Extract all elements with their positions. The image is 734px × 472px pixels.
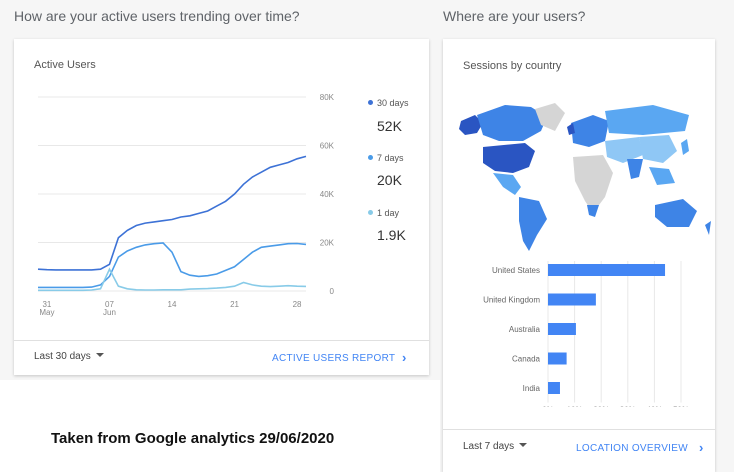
category-label: United States (492, 266, 540, 275)
bar (548, 264, 666, 276)
map-region-greenland (535, 103, 565, 131)
map-region-south-africa (587, 205, 599, 217)
date-range-dropdown[interactable]: Last 7 days (463, 441, 528, 452)
chevron-right-icon[interactable]: › (699, 440, 704, 455)
caret-down-icon (519, 443, 528, 447)
map-region-mexico (493, 173, 521, 195)
date-range-dropdown[interactable]: Last 30 days (34, 351, 104, 362)
sessions-by-country-card: Sessions by country (443, 39, 715, 472)
world-map (459, 103, 711, 251)
map-region-china (639, 135, 677, 163)
map-region-uk (567, 123, 575, 135)
legend-dot-7-days (368, 155, 373, 160)
caret-down-icon (95, 353, 104, 357)
category-label: United Kingdom (483, 296, 540, 305)
x-tick-label: 21 (230, 300, 239, 309)
active-users-section-title: How are your active users trending over … (14, 8, 300, 24)
map-region-canada (477, 105, 547, 141)
legend-label-30-days: 30 days (377, 98, 409, 108)
x-tick-label: 30% (620, 406, 636, 408)
card-divider (443, 429, 715, 430)
bar (548, 323, 576, 335)
map-region-usa (483, 143, 535, 173)
category-label: Australia (509, 325, 541, 334)
map-region-europe (571, 115, 609, 147)
bar (548, 293, 596, 306)
map-region-south-america (519, 197, 547, 251)
y-tick-label: 60K (320, 142, 335, 151)
legend-30-days: 30 days (368, 98, 409, 108)
x-tick-label: 28 (293, 300, 302, 309)
category-label: India (523, 384, 541, 393)
legend-value-7-days: 20K (377, 172, 402, 188)
x-tick-label: 20% (593, 406, 609, 408)
series-line-30-days (37, 155, 307, 271)
map-region-india (627, 159, 643, 179)
y-tick-label: 40K (320, 190, 335, 199)
legend-dot-1-day (368, 210, 373, 215)
active-users-card: Active Users 0 20K 40K 60K 80K 31 May 07 Jun 14 21… (14, 39, 429, 375)
active-users-card-title: Active Users (34, 59, 96, 71)
map-region-central-asia (605, 137, 643, 163)
location-overview-link[interactable]: LOCATION OVERVIEW (576, 443, 688, 454)
legend-label-7-days: 7 days (377, 153, 404, 163)
legend-value-30-days: 52K (377, 118, 402, 134)
active-users-report-link[interactable]: ACTIVE USERS REPORT (272, 353, 396, 364)
x-tick-label: 0% (542, 406, 554, 408)
map-region-russia (605, 105, 689, 135)
date-range-label: Last 30 days (34, 351, 91, 362)
x-tick-label: 07 (105, 300, 114, 309)
x-tick-label: 10% (567, 406, 583, 408)
sessions-card-title: Sessions by country (463, 60, 562, 72)
bar (548, 352, 567, 365)
series-line-7-days (38, 242, 307, 289)
caption-panel: Taken from Google analytics 29/06/2020 (0, 380, 440, 472)
map-region-se-asia (649, 167, 675, 185)
y-tick-label: 0 (330, 287, 335, 296)
series-line-1-day (38, 267, 307, 292)
card-divider (14, 340, 429, 341)
legend-1-day: 1 day (368, 208, 399, 218)
map-region-africa (573, 155, 613, 213)
legend-label-1-day: 1 day (377, 208, 400, 218)
y-tick-label: 80K (320, 93, 335, 102)
x-tick-label: 40% (646, 406, 662, 408)
map-region-new-zealand (705, 221, 711, 235)
chevron-right-icon[interactable]: › (402, 350, 407, 365)
date-range-label: Last 7 days (463, 441, 515, 452)
legend-dot-30-days (368, 100, 373, 105)
map-region-japan (681, 139, 689, 155)
y-tick-label: 20K (320, 239, 335, 248)
x-tick-sublabel: Jun (103, 308, 116, 317)
bar (548, 382, 560, 394)
map-region-australia (655, 199, 697, 227)
legend-7-days: 7 days (368, 153, 404, 163)
map-region-alaska (459, 115, 483, 135)
x-tick-sublabel: May (39, 308, 54, 317)
category-label: Canada (512, 355, 541, 364)
location-section-title: Where are your users? (443, 8, 586, 24)
x-tick-label: 50% (673, 406, 689, 408)
caption-text: Taken from Google analytics 29/06/2020 (51, 430, 335, 447)
x-tick-label: 31 (42, 300, 51, 309)
sessions-bar-chart: 0% 10% 20% 30% 40% 50% United States United Kin… (483, 261, 689, 408)
legend-value-1-day: 1.9K (377, 227, 406, 243)
x-tick-label: 14 (168, 300, 177, 309)
